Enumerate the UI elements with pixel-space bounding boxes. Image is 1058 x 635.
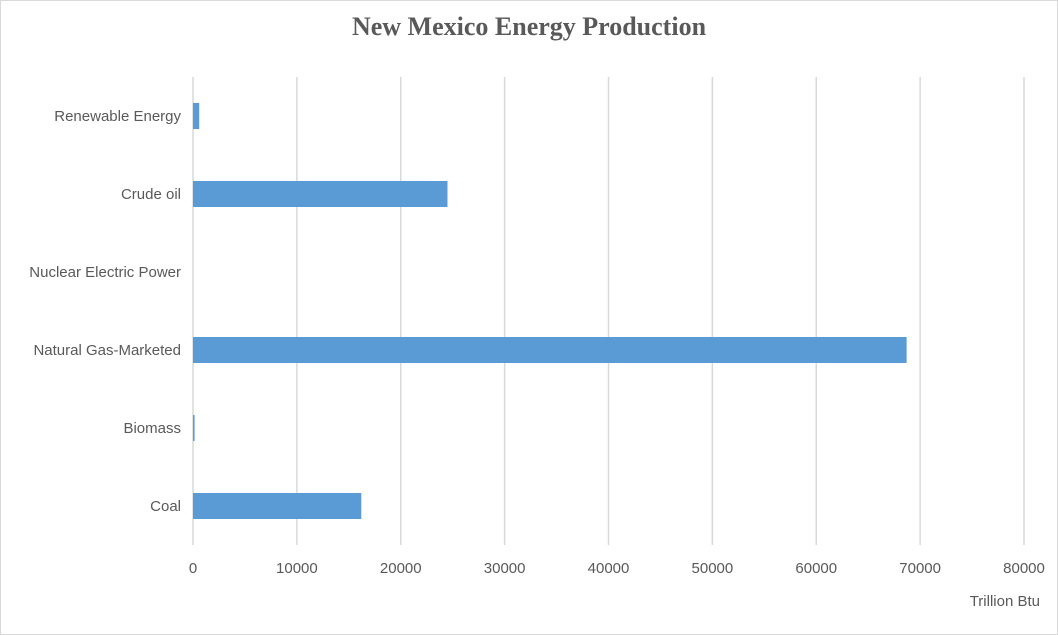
bar-renewable-energy	[193, 103, 200, 129]
y-category-label: Coal	[150, 498, 181, 515]
y-category-label: Crude oil	[121, 186, 181, 203]
y-category-label: Biomass	[123, 420, 181, 437]
bar-biomass	[193, 415, 195, 441]
bar-natural-gas-marketed	[193, 337, 907, 363]
bar-coal	[193, 493, 362, 519]
x-tick-label: 20000	[380, 560, 422, 577]
x-axis-label: Trillion Btu	[970, 593, 1040, 610]
y-category-label: Nuclear Electric Power	[29, 264, 181, 281]
x-tick-label: 30000	[484, 560, 526, 577]
x-tick-label: 50000	[692, 560, 734, 577]
x-tick-label: 0	[189, 560, 197, 577]
x-tick-label: 80000	[1003, 560, 1045, 577]
y-category-label: Renewable Energy	[54, 108, 181, 125]
x-tick-label: 40000	[588, 560, 630, 577]
x-tick-label: 70000	[899, 560, 941, 577]
bar-crude-oil	[193, 181, 448, 207]
x-tick-label: 60000	[795, 560, 837, 577]
x-tick-label: 10000	[276, 560, 318, 577]
chart-title: New Mexico Energy Production	[351, 12, 707, 41]
y-category-label: Natural Gas-Marketed	[33, 342, 181, 359]
